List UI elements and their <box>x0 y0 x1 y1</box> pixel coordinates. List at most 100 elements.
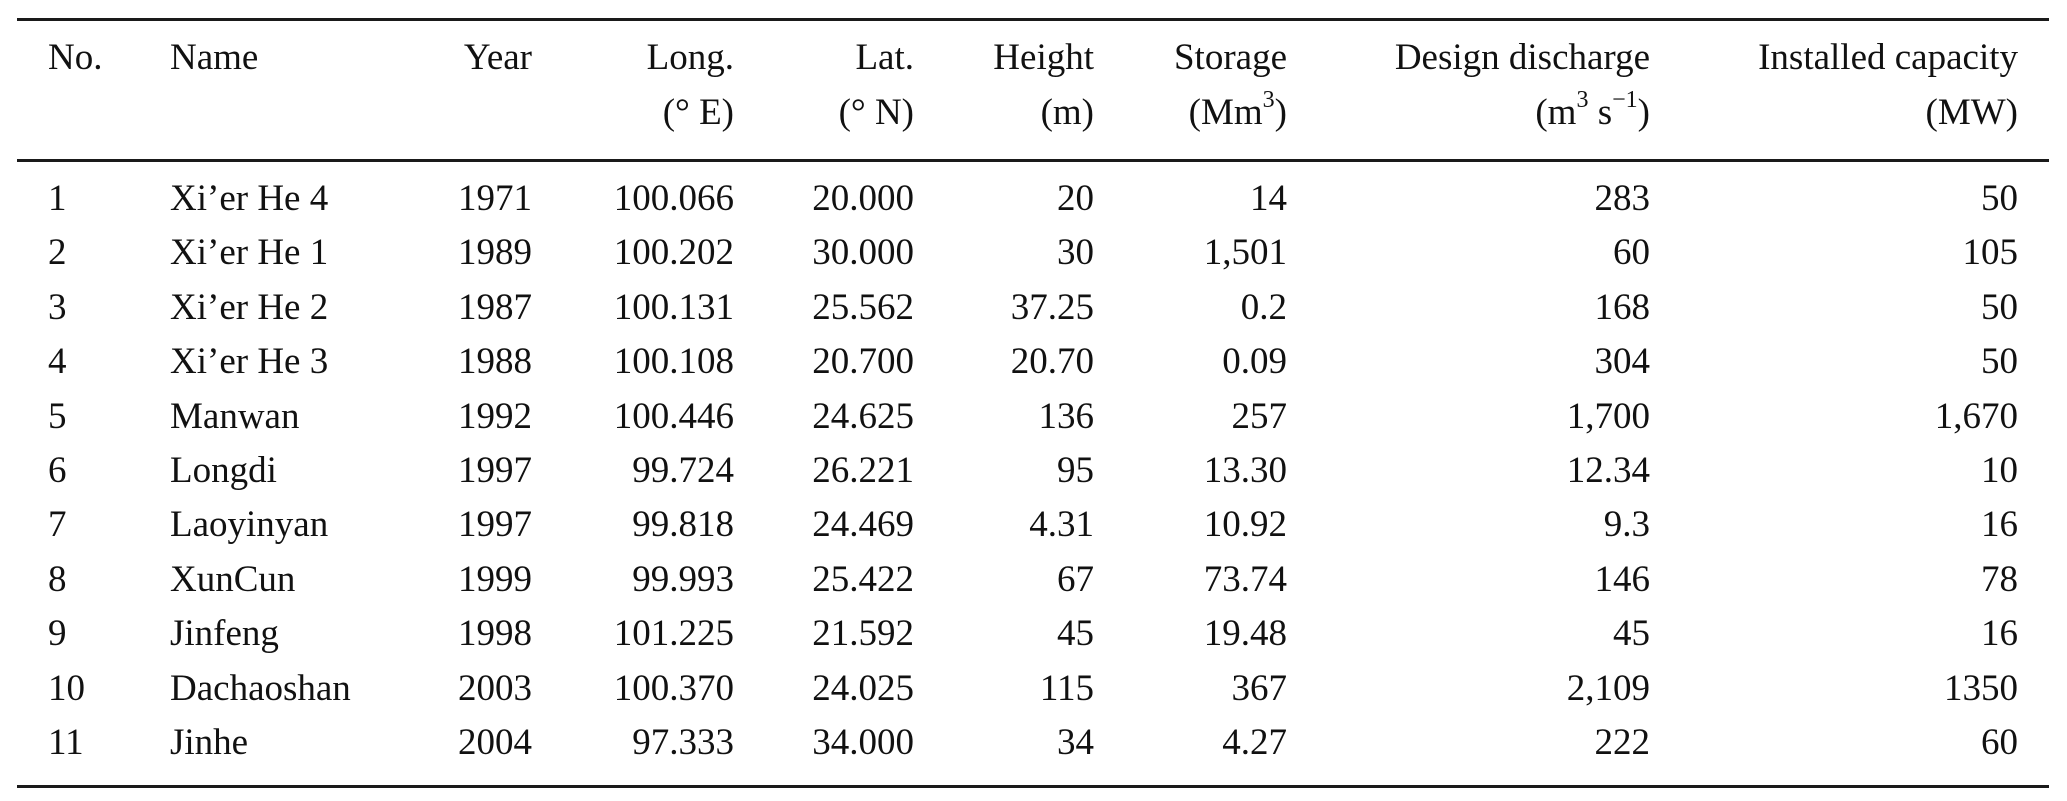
header-capacity: Installed capacity <box>1758 37 2018 78</box>
cell-no: 5 <box>48 395 67 437</box>
cell-long: 99.818 <box>632 504 734 546</box>
cell-name: Xi’er He 3 <box>170 341 329 383</box>
cell-name: Laoyinyan <box>170 504 329 546</box>
cell-year: 1997 <box>458 450 532 491</box>
header-unit-long: (° E) <box>662 92 734 133</box>
cell-year: 1999 <box>458 558 532 600</box>
header-storage: Storage <box>1173 37 1287 78</box>
cell-no: 7 <box>48 504 67 546</box>
cell-capacity: 10 <box>1981 450 2018 491</box>
cell-height: 20.70 <box>1010 341 1094 383</box>
cell-height: 4.31 <box>1029 504 1094 546</box>
cell-capacity: 50 <box>1981 341 2018 383</box>
cell-height: 95 <box>1057 450 1094 491</box>
cell-storage: 14 <box>1250 178 1287 219</box>
cell-storage: 10.92 <box>1203 504 1287 546</box>
cell-capacity: 16 <box>1981 504 2018 546</box>
header-year: Year <box>463 37 532 78</box>
cell-capacity: 50 <box>1981 178 2018 219</box>
cell-height: 34 <box>1057 722 1094 763</box>
cell-storage: 4.27 <box>1222 722 1287 763</box>
cell-no: 1 <box>48 178 67 219</box>
cell-storage: 257 <box>1231 395 1288 437</box>
header-unit-part: (m <box>1535 92 1577 133</box>
cell-year: 1989 <box>458 232 532 274</box>
cell-height: 37.25 <box>1010 286 1094 328</box>
cell-no: 11 <box>48 722 84 763</box>
header-unit-part: −1 <box>1612 86 1638 113</box>
cell-storage: 19.48 <box>1203 613 1287 655</box>
cell-no: 6 <box>48 450 67 491</box>
header-rule <box>17 159 2049 162</box>
cell-long: 100.108 <box>613 341 734 383</box>
cell-discharge: 2,109 <box>1566 667 1650 709</box>
cell-storage: 13.30 <box>1203 450 1287 491</box>
cell-name: XunCun <box>170 558 296 600</box>
cell-no: 2 <box>48 232 67 274</box>
cell-name: Xi’er He 2 <box>170 286 329 328</box>
cell-lat: 34.000 <box>812 722 914 763</box>
cell-discharge: 146 <box>1594 558 1651 600</box>
header-discharge: Design discharge <box>1394 37 1650 78</box>
cell-long: 99.724 <box>632 450 734 491</box>
cell-name: Jinfeng <box>170 613 279 655</box>
cell-height: 67 <box>1057 558 1094 600</box>
cell-name: Jinhe <box>170 722 249 763</box>
cell-lat: 24.625 <box>812 395 914 437</box>
cell-capacity: 16 <box>1981 613 2018 655</box>
cell-capacity: 60 <box>1981 722 2018 763</box>
cell-name: Longdi <box>170 450 277 491</box>
cell-lat: 26.221 <box>812 450 914 491</box>
cell-discharge: 60 <box>1613 232 1650 274</box>
cell-name: Dachaoshan <box>170 667 351 709</box>
cell-capacity: 1350 <box>1944 667 2018 709</box>
cell-capacity: 78 <box>1981 558 2018 600</box>
header-unit-part: 3 <box>1262 86 1275 113</box>
cell-long: 100.202 <box>613 232 734 274</box>
header-height: Height <box>993 37 1094 78</box>
header-unit-storage: (Mm3) <box>1189 88 1287 135</box>
cell-name: Xi’er He 4 <box>170 178 329 219</box>
cell-discharge: 12.34 <box>1566 450 1650 491</box>
cell-long: 100.131 <box>613 286 734 328</box>
cell-discharge: 283 <box>1594 178 1651 219</box>
cell-capacity: 1,670 <box>1934 395 2018 437</box>
cell-storage: 73.74 <box>1203 558 1287 600</box>
cell-lat: 24.025 <box>812 667 914 709</box>
header-unit-height: (m) <box>1040 92 1094 133</box>
cell-year: 1997 <box>458 504 532 546</box>
cell-height: 136 <box>1038 395 1095 437</box>
cell-no: 10 <box>48 667 85 709</box>
cell-year: 2004 <box>458 722 532 763</box>
cell-long: 100.446 <box>613 395 734 437</box>
cell-discharge: 304 <box>1594 341 1651 383</box>
header-no: No. <box>48 37 103 78</box>
cell-storage: 0.2 <box>1240 286 1287 328</box>
cell-long: 100.370 <box>613 667 734 709</box>
header-unit-part: ) <box>1274 92 1287 133</box>
header-unit-part: 3 <box>1576 86 1589 113</box>
cell-lat: 30.000 <box>812 232 914 274</box>
cell-no: 4 <box>48 341 67 383</box>
cell-no: 8 <box>48 558 67 600</box>
cell-year: 1992 <box>458 395 532 437</box>
cell-lat: 24.469 <box>812 504 914 546</box>
cell-name: Manwan <box>170 395 300 437</box>
cell-capacity: 105 <box>1962 232 2019 274</box>
cell-discharge: 168 <box>1594 286 1651 328</box>
cell-year: 1987 <box>458 286 532 328</box>
cell-lat: 20.000 <box>812 178 914 219</box>
cell-year: 1971 <box>458 178 532 219</box>
cell-no: 9 <box>48 613 67 655</box>
bottom-rule <box>17 785 2049 788</box>
cell-year: 1998 <box>458 613 532 655</box>
cell-height: 45 <box>1057 613 1094 655</box>
cell-discharge: 9.3 <box>1603 504 1650 546</box>
cell-long: 99.993 <box>632 558 734 600</box>
cell-lat: 25.562 <box>812 286 914 328</box>
cell-long: 100.066 <box>613 178 734 219</box>
cell-lat: 25.422 <box>812 558 914 600</box>
header-long: Long. <box>646 37 734 78</box>
top-rule <box>17 18 2049 21</box>
header-unit-part: ) <box>1637 92 1650 133</box>
